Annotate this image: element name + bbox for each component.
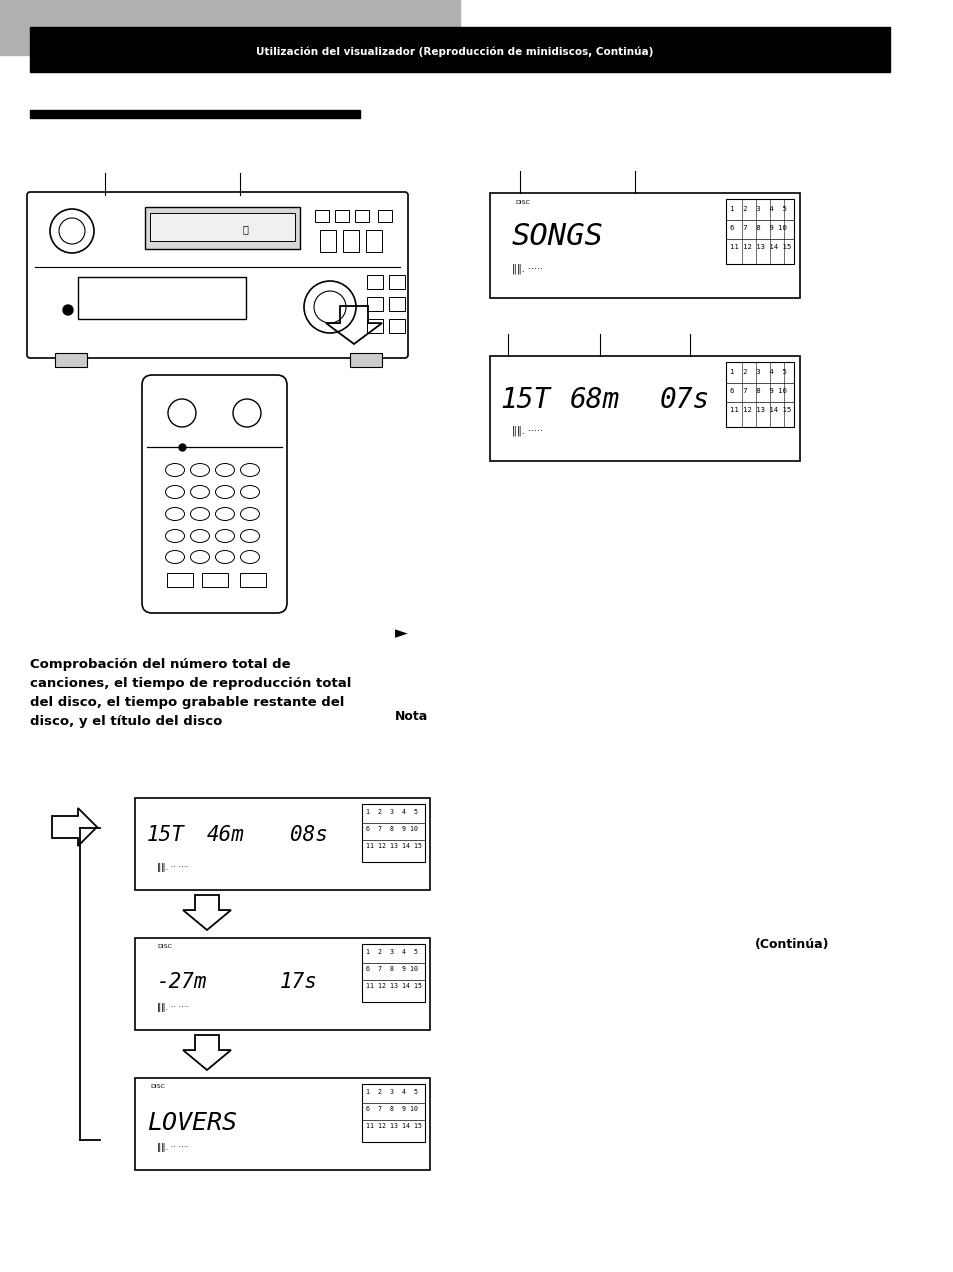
Bar bbox=[78, 277, 246, 319]
Text: 11 12 13 14 15: 11 12 13 14 15 bbox=[729, 244, 790, 251]
Text: 07s: 07s bbox=[659, 385, 709, 413]
Text: 1  2  3  4  5: 1 2 3 4 5 bbox=[366, 949, 417, 955]
Bar bbox=[150, 212, 294, 240]
Text: 6  7  8  9 10: 6 7 8 9 10 bbox=[366, 965, 417, 972]
Text: 1  2  3  4  5: 1 2 3 4 5 bbox=[366, 1089, 417, 1095]
Text: ‖‖. ·· ····: ‖‖. ·· ···· bbox=[157, 862, 189, 873]
Text: 1  2  3  4  5: 1 2 3 4 5 bbox=[729, 206, 786, 212]
Text: DISC: DISC bbox=[515, 200, 530, 205]
Bar bbox=[355, 210, 369, 223]
Bar bbox=[366, 230, 381, 252]
Bar bbox=[377, 210, 392, 223]
Text: 11 12 13 14 15: 11 12 13 14 15 bbox=[729, 407, 790, 413]
Bar bbox=[135, 1077, 430, 1170]
Bar bbox=[389, 275, 405, 289]
Text: 68m: 68m bbox=[569, 385, 619, 413]
Bar bbox=[202, 572, 228, 586]
Text: 15T: 15T bbox=[147, 826, 185, 845]
Text: 15T: 15T bbox=[499, 385, 550, 413]
Bar bbox=[361, 804, 424, 862]
Bar bbox=[167, 572, 193, 586]
Text: 6  7  8  9 10: 6 7 8 9 10 bbox=[366, 826, 417, 832]
Text: DISC: DISC bbox=[150, 1084, 165, 1089]
Bar bbox=[725, 363, 793, 427]
Text: ‖‖. ·····: ‖‖. ····· bbox=[512, 263, 542, 273]
Bar bbox=[0, 0, 459, 55]
Text: ‖‖. ·····: ‖‖. ····· bbox=[512, 426, 542, 436]
Bar bbox=[30, 27, 889, 73]
Bar bbox=[490, 193, 800, 298]
Text: 1  2  3  4  5: 1 2 3 4 5 bbox=[366, 809, 417, 815]
Bar bbox=[314, 210, 329, 223]
Text: Nota: Nota bbox=[395, 710, 428, 722]
Bar bbox=[319, 230, 335, 252]
Text: Utilización del visualizador (Reproducción de minidiscos, Continúa): Utilización del visualizador (Reproducci… bbox=[256, 47, 653, 57]
Bar bbox=[367, 275, 382, 289]
Text: 46m: 46m bbox=[207, 826, 245, 845]
Text: ‖‖. ·· ····: ‖‖. ·· ···· bbox=[157, 1004, 189, 1013]
Bar bbox=[389, 319, 405, 333]
Bar bbox=[725, 198, 793, 265]
Text: (Continúa): (Continúa) bbox=[754, 937, 828, 951]
Bar bbox=[350, 354, 381, 368]
Text: DISC: DISC bbox=[157, 944, 172, 949]
Text: 6  7  8  9 10: 6 7 8 9 10 bbox=[729, 388, 786, 394]
Bar bbox=[135, 798, 430, 890]
Bar bbox=[490, 356, 800, 460]
Text: -27m: -27m bbox=[157, 972, 208, 992]
Text: 08s: 08s bbox=[290, 826, 328, 845]
Bar bbox=[389, 296, 405, 310]
Text: ‖‖. ·· ····: ‖‖. ·· ···· bbox=[157, 1144, 189, 1152]
Bar bbox=[361, 1084, 424, 1142]
Bar bbox=[145, 207, 299, 249]
Bar bbox=[30, 109, 359, 118]
Text: ⚿: ⚿ bbox=[242, 224, 248, 234]
Text: Comprobación del número total de
canciones, el tiempo de reproducción total
del : Comprobación del número total de cancion… bbox=[30, 658, 351, 728]
Text: 11 12 13 14 15: 11 12 13 14 15 bbox=[366, 843, 421, 848]
Text: 6  7  8  9 10: 6 7 8 9 10 bbox=[729, 225, 786, 232]
Bar bbox=[343, 230, 358, 252]
Bar bbox=[335, 210, 349, 223]
Text: SONGS: SONGS bbox=[512, 223, 603, 251]
Bar bbox=[367, 319, 382, 333]
Circle shape bbox=[63, 305, 73, 315]
Text: 11 12 13 14 15: 11 12 13 14 15 bbox=[366, 983, 421, 990]
Bar bbox=[135, 937, 430, 1030]
FancyBboxPatch shape bbox=[142, 375, 287, 613]
Text: ►: ► bbox=[395, 625, 407, 642]
FancyBboxPatch shape bbox=[27, 192, 408, 357]
Text: 17s: 17s bbox=[280, 972, 317, 992]
Text: 1  2  3  4  5: 1 2 3 4 5 bbox=[729, 369, 786, 375]
Bar bbox=[55, 354, 87, 368]
Text: LOVERS: LOVERS bbox=[147, 1110, 236, 1135]
Bar bbox=[240, 572, 266, 586]
Bar bbox=[361, 944, 424, 1002]
Text: 6  7  8  9 10: 6 7 8 9 10 bbox=[366, 1105, 417, 1112]
Text: 11 12 13 14 15: 11 12 13 14 15 bbox=[366, 1123, 421, 1130]
Bar bbox=[367, 296, 382, 310]
